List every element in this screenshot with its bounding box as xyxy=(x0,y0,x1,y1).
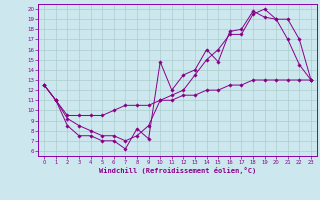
X-axis label: Windchill (Refroidissement éolien,°C): Windchill (Refroidissement éolien,°C) xyxy=(99,167,256,174)
